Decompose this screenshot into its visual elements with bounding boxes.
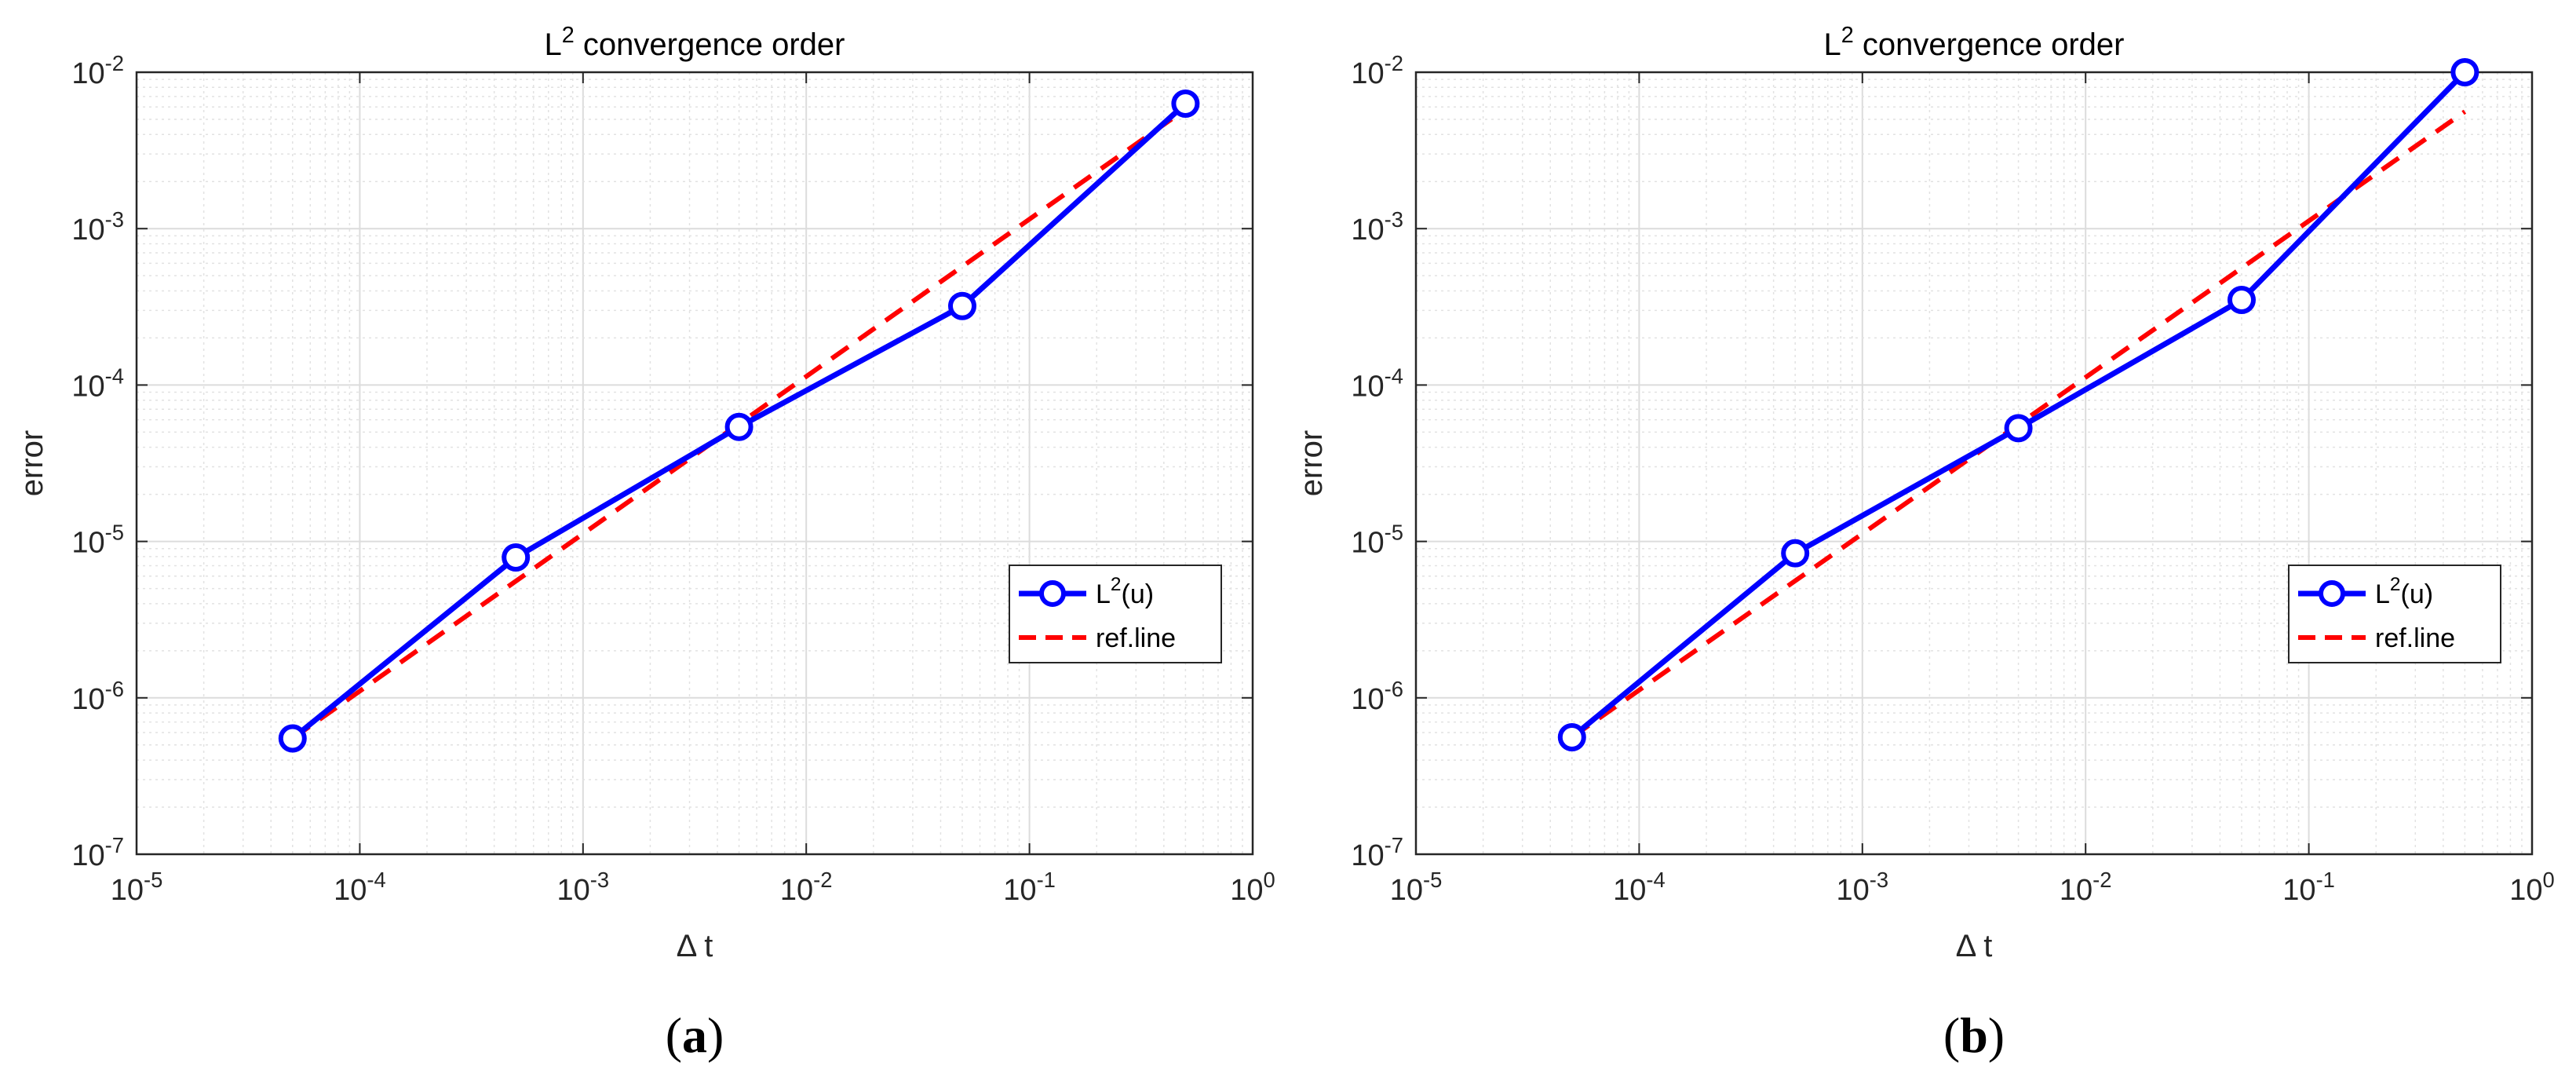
y-tick-label: 10-7: [71, 833, 124, 872]
legend-label: L2(u): [2375, 574, 2433, 609]
x-tick-label: 10-1: [1003, 868, 1056, 907]
legend-label: ref.line: [2375, 623, 2455, 653]
legend-box: [2288, 565, 2501, 663]
plot-area: [1416, 72, 2532, 854]
x-tick-label: 10-5: [1390, 868, 1443, 907]
data-point: [1171, 89, 1200, 118]
y-tick-label: 10-7: [1351, 833, 1403, 872]
y-tick-label: 10-6: [1351, 677, 1403, 716]
panel-caption: (a): [666, 1007, 724, 1063]
y-tick-label: 10-4: [1351, 364, 1403, 403]
y-tick-label: 10-2: [71, 51, 124, 90]
chart-title: L2 convergence order: [545, 23, 845, 62]
data-point: [278, 724, 307, 753]
y-tick-label: 10-5: [1351, 521, 1403, 560]
y-tick-label: 10-4: [71, 364, 124, 403]
legend-label: L2(u): [1096, 574, 1154, 609]
data-point: [2004, 414, 2033, 443]
plot-area: [137, 72, 1253, 854]
legend-marker: [1039, 580, 1066, 607]
chart-panel-1: 10-5 10-4 10-3 10-2 10-1 100 10-7 10-6 10-5 10-4 1…: [15, 23, 1275, 1063]
x-tick-label: 100: [1230, 868, 1275, 907]
data-point: [724, 412, 753, 441]
data-point: [947, 291, 976, 320]
y-tick-label: 10-3: [1351, 207, 1403, 247]
y-axis-label: error: [1294, 430, 1329, 496]
legend-label: ref.line: [1096, 623, 1176, 653]
x-tick-label: 10-4: [334, 868, 386, 907]
data-point: [1781, 539, 1810, 568]
axes-box: [1414, 71, 2534, 856]
data-point: [502, 543, 531, 572]
legend-marker: [2319, 580, 2345, 607]
x-tick-label: 10-1: [2282, 868, 2335, 907]
legend: L2(u) ref.line: [2288, 565, 2501, 663]
legend: L2(u) ref.line: [1009, 565, 1222, 663]
x-tick-label: 10-2: [780, 868, 833, 907]
axes-box: [135, 71, 1254, 856]
x-tick-label: 10-4: [1613, 868, 1666, 907]
chart-title: L2 convergence order: [1824, 23, 2125, 62]
y-tick-label: 10-5: [71, 521, 124, 560]
y-tick-label: 10-2: [1351, 51, 1403, 90]
y-tick-label: 10-6: [71, 677, 124, 716]
x-tick-label: 10-2: [2060, 868, 2112, 907]
x-tick-label: 100: [2509, 868, 2555, 907]
x-axis-label: Δ t: [677, 929, 713, 963]
data-point: [2450, 58, 2479, 86]
data-point: [2227, 286, 2256, 315]
y-tick-label: 10-3: [71, 207, 124, 247]
legend-box: [1009, 565, 1222, 663]
chart-panel-2: 10-5 10-4 10-3 10-2 10-1 100 10-7 10-6 10-5 10-4 1…: [1294, 23, 2555, 1063]
x-tick-label: 10-3: [1836, 868, 1888, 907]
x-tick-label: 10-3: [556, 868, 609, 907]
x-axis-label: Δ t: [1956, 929, 1993, 963]
x-tick-label: 10-5: [111, 868, 163, 907]
panel-caption: (b): [1943, 1007, 2005, 1063]
data-point: [1557, 722, 1586, 751]
y-axis-label: error: [15, 430, 49, 496]
